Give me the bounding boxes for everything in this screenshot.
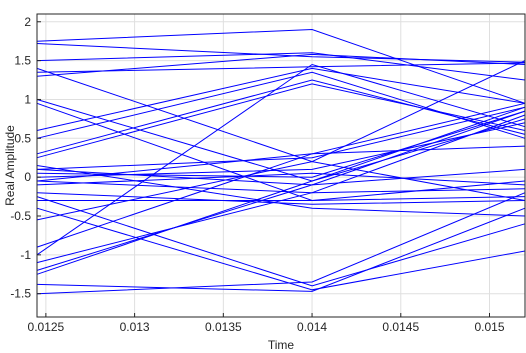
trace-line — [36, 122, 526, 178]
trace-group — [36, 28, 526, 295]
tick-group: 0.0125 0.013 0.0135 0.014 0.0145 0.015 -1.5 -1 -… — [10, 15, 505, 334]
axes-box — [36, 13, 526, 318]
y-tick-label: 1.5 — [14, 54, 31, 68]
trace-line — [36, 52, 526, 81]
x-tick-label: 0.0135 — [205, 320, 242, 334]
trace-line — [36, 110, 526, 271]
trace-line — [36, 192, 526, 295]
trace-line — [36, 102, 526, 202]
trace-line — [36, 196, 526, 287]
y-tick-label: -1.5 — [10, 287, 31, 301]
x-tick-label: 0.014 — [297, 320, 327, 334]
trace-line — [36, 79, 526, 155]
y-tick-label: -1 — [20, 248, 31, 262]
x-tick-label: 0.013 — [120, 320, 150, 334]
trace-line — [36, 165, 526, 217]
trace-line — [36, 114, 526, 264]
trace-line — [36, 60, 526, 163]
trace-line — [36, 67, 526, 131]
trace-line — [36, 83, 526, 159]
grid — [37, 14, 525, 317]
trace-line — [36, 172, 526, 186]
trace-line — [36, 192, 526, 205]
y-tick-label: -0.5 — [10, 209, 31, 223]
x-tick-label: 0.0125 — [28, 320, 65, 334]
trace-line — [37, 196, 526, 201]
trace-line — [36, 62, 526, 73]
trace-line — [36, 28, 526, 104]
x-tick-label: 0.0145 — [382, 320, 419, 334]
trace-line — [36, 106, 526, 170]
y-tick-label: 1 — [24, 92, 31, 106]
trace-line — [36, 118, 526, 275]
trace-line — [36, 207, 526, 291]
trace-line — [36, 207, 526, 292]
y-tick-label: 2 — [24, 15, 31, 29]
trace-line — [36, 63, 526, 256]
x-axis-label: Time — [268, 338, 295, 352]
trace-line — [36, 53, 526, 77]
y-tick-label: 0.5 — [14, 131, 31, 145]
x-tick-label: 0.015 — [474, 320, 504, 334]
trace-line — [36, 145, 526, 182]
trace-line — [36, 43, 526, 63]
y-axis-label: Real Amplitude — [3, 125, 17, 206]
y-tick-label: 0 — [24, 170, 31, 184]
